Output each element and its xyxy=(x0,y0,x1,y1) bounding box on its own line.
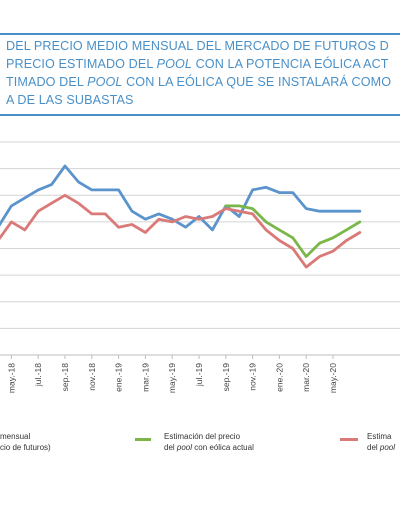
x-tick-label: may.-20 xyxy=(328,363,338,393)
x-tick-label: may.-19 xyxy=(167,363,177,393)
legend-label: Estimación del precio xyxy=(164,432,241,441)
x-tick-label: sep.-19 xyxy=(221,363,231,392)
x-tick-label: mar.-20 xyxy=(301,363,311,392)
legend-label: mensual xyxy=(0,432,31,441)
x-tick-label: may.-18 xyxy=(6,363,16,393)
series-line-2 xyxy=(0,193,362,269)
series-line-1 xyxy=(224,204,362,258)
title-line-3: TIMADO DEL POOL CON LA EÓLICA QUE SE INS… xyxy=(6,75,392,89)
x-tick-label: jul.-18 xyxy=(33,363,43,387)
title-line-4: A DE LAS SUBASTAS xyxy=(6,93,134,107)
x-tick-label: ene.-20 xyxy=(274,363,284,392)
legend-label: Estima xyxy=(367,432,392,441)
series-line-0 xyxy=(0,164,362,232)
legend-swatch-green xyxy=(135,438,151,441)
legend-swatch-red xyxy=(340,438,358,441)
x-tick-label: ene.-19 xyxy=(114,363,124,392)
title-line-1: DEL PRECIO MEDIO MENSUAL DEL MERCADO DE … xyxy=(6,39,389,53)
title-line-2: PRECIO ESTIMADO DEL POOL CON LA POTENCIA… xyxy=(6,57,389,71)
x-tick-label: jul.-19 xyxy=(194,363,204,387)
x-tick-label: sep.-18 xyxy=(60,363,70,392)
legend-item-futures: mensual cio de futuros) xyxy=(0,431,51,453)
title-box xyxy=(0,33,400,116)
x-tick-label: nov.-18 xyxy=(87,363,97,391)
legend-item-green: Estimación del precio del pool con eólic… xyxy=(164,432,254,452)
legend-label: cio de futuros) xyxy=(0,443,51,452)
x-tick-label: nov.-19 xyxy=(248,363,258,391)
legend-item-red: Estima del pool xyxy=(367,432,396,452)
x-tick-label: mar.-19 xyxy=(140,363,150,392)
